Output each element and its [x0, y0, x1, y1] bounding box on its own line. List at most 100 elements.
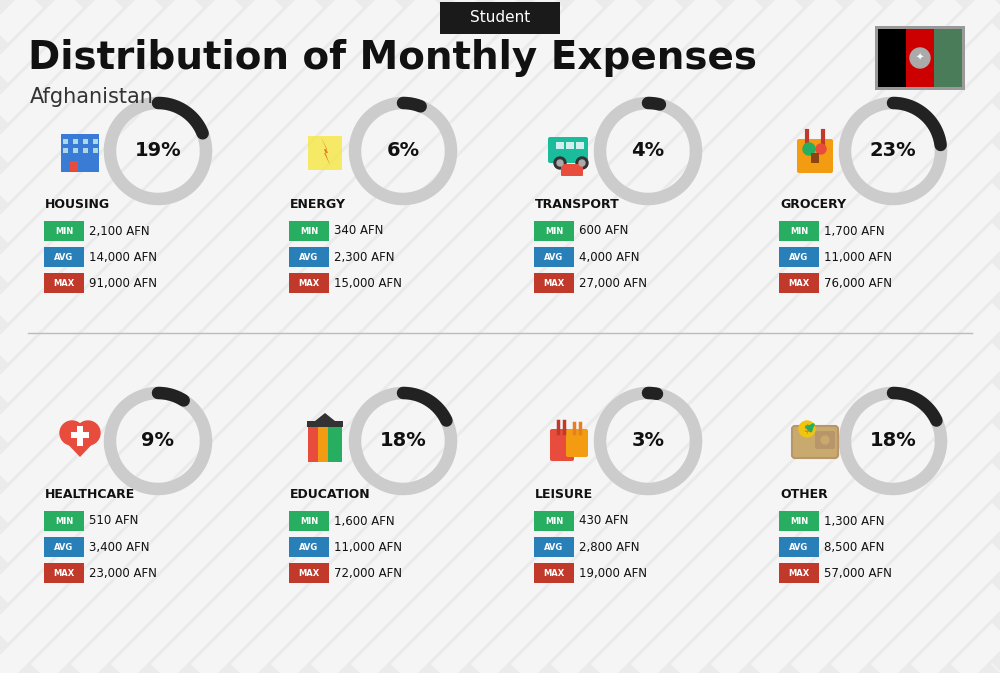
FancyBboxPatch shape	[779, 511, 819, 531]
Text: 15,000 AFN: 15,000 AFN	[334, 277, 402, 289]
FancyBboxPatch shape	[289, 221, 329, 241]
Text: 18%: 18%	[380, 431, 426, 450]
Text: MAX: MAX	[53, 279, 75, 287]
FancyBboxPatch shape	[77, 426, 83, 446]
FancyBboxPatch shape	[93, 148, 98, 153]
FancyBboxPatch shape	[566, 429, 588, 457]
Text: 510 AFN: 510 AFN	[89, 514, 138, 528]
FancyBboxPatch shape	[44, 221, 84, 241]
FancyBboxPatch shape	[83, 139, 88, 144]
Text: Distribution of Monthly Expenses: Distribution of Monthly Expenses	[28, 39, 757, 77]
Text: 19%: 19%	[135, 141, 181, 160]
Text: 1,700 AFN: 1,700 AFN	[824, 225, 885, 238]
FancyBboxPatch shape	[289, 273, 329, 293]
FancyBboxPatch shape	[44, 537, 84, 557]
Text: 91,000 AFN: 91,000 AFN	[89, 277, 157, 289]
FancyBboxPatch shape	[576, 142, 584, 149]
Text: HEALTHCARE: HEALTHCARE	[45, 489, 135, 501]
FancyBboxPatch shape	[93, 139, 98, 144]
Circle shape	[576, 157, 588, 169]
Text: 72,000 AFN: 72,000 AFN	[334, 567, 402, 579]
FancyBboxPatch shape	[534, 247, 574, 267]
FancyBboxPatch shape	[289, 511, 329, 531]
FancyBboxPatch shape	[73, 139, 78, 144]
Text: AVG: AVG	[299, 252, 319, 262]
Text: 27,000 AFN: 27,000 AFN	[579, 277, 647, 289]
FancyBboxPatch shape	[289, 247, 329, 267]
FancyBboxPatch shape	[308, 136, 342, 170]
Circle shape	[579, 160, 585, 166]
FancyBboxPatch shape	[61, 134, 99, 172]
FancyBboxPatch shape	[550, 429, 574, 461]
Text: MAX: MAX	[543, 569, 565, 577]
Text: MIN: MIN	[300, 516, 318, 526]
Text: MAX: MAX	[298, 569, 320, 577]
FancyBboxPatch shape	[779, 563, 819, 583]
Circle shape	[60, 421, 84, 445]
Text: ✦: ✦	[916, 53, 924, 63]
FancyBboxPatch shape	[934, 29, 962, 87]
Text: 1,600 AFN: 1,600 AFN	[334, 514, 395, 528]
Text: Student: Student	[470, 11, 530, 26]
FancyBboxPatch shape	[73, 148, 78, 153]
FancyBboxPatch shape	[534, 511, 574, 531]
Text: 57,000 AFN: 57,000 AFN	[824, 567, 892, 579]
FancyBboxPatch shape	[792, 426, 838, 458]
Text: 2,100 AFN: 2,100 AFN	[89, 225, 150, 238]
Text: AVG: AVG	[544, 542, 564, 551]
FancyBboxPatch shape	[779, 273, 819, 293]
FancyBboxPatch shape	[44, 563, 84, 583]
FancyBboxPatch shape	[566, 142, 574, 149]
Text: 4,000 AFN: 4,000 AFN	[579, 250, 640, 264]
Text: 11,000 AFN: 11,000 AFN	[334, 540, 402, 553]
Text: 4%: 4%	[631, 141, 665, 160]
Text: MAX: MAX	[788, 279, 810, 287]
Text: AVG: AVG	[299, 542, 319, 551]
FancyBboxPatch shape	[797, 139, 833, 173]
Text: EDUCATION: EDUCATION	[290, 489, 371, 501]
FancyBboxPatch shape	[289, 537, 329, 557]
FancyBboxPatch shape	[779, 537, 819, 557]
Text: $: $	[804, 424, 810, 434]
Circle shape	[816, 144, 826, 154]
FancyBboxPatch shape	[906, 29, 934, 87]
Text: 430 AFN: 430 AFN	[579, 514, 628, 528]
FancyBboxPatch shape	[556, 142, 564, 149]
Text: LEISURE: LEISURE	[535, 489, 593, 501]
Text: AVG: AVG	[544, 252, 564, 262]
Text: 340 AFN: 340 AFN	[334, 225, 383, 238]
Circle shape	[910, 48, 930, 68]
Text: MAX: MAX	[788, 569, 810, 577]
FancyBboxPatch shape	[328, 424, 342, 462]
Circle shape	[76, 421, 100, 445]
FancyBboxPatch shape	[534, 537, 574, 557]
Text: 600 AFN: 600 AFN	[579, 225, 628, 238]
FancyBboxPatch shape	[44, 247, 84, 267]
Text: AVG: AVG	[54, 252, 74, 262]
Text: 2,300 AFN: 2,300 AFN	[334, 250, 394, 264]
FancyBboxPatch shape	[440, 2, 560, 34]
FancyBboxPatch shape	[318, 424, 332, 462]
FancyBboxPatch shape	[779, 247, 819, 267]
Text: MAX: MAX	[298, 279, 320, 287]
FancyBboxPatch shape	[548, 137, 588, 163]
FancyBboxPatch shape	[83, 148, 88, 153]
FancyBboxPatch shape	[534, 221, 574, 241]
FancyBboxPatch shape	[534, 563, 574, 583]
Text: MIN: MIN	[545, 516, 563, 526]
Text: 2,800 AFN: 2,800 AFN	[579, 540, 640, 553]
Text: MIN: MIN	[790, 516, 808, 526]
FancyBboxPatch shape	[308, 424, 324, 462]
Circle shape	[554, 157, 566, 169]
FancyBboxPatch shape	[63, 148, 68, 153]
Text: 14,000 AFN: 14,000 AFN	[89, 250, 157, 264]
Text: OTHER: OTHER	[780, 489, 828, 501]
FancyBboxPatch shape	[815, 431, 835, 449]
Polygon shape	[321, 137, 330, 165]
Text: GROCERY: GROCERY	[780, 199, 846, 211]
Text: 8,500 AFN: 8,500 AFN	[824, 540, 884, 553]
Circle shape	[799, 421, 815, 437]
Text: TRANSPORT: TRANSPORT	[535, 199, 620, 211]
Text: 76,000 AFN: 76,000 AFN	[824, 277, 892, 289]
Text: 19,000 AFN: 19,000 AFN	[579, 567, 647, 579]
